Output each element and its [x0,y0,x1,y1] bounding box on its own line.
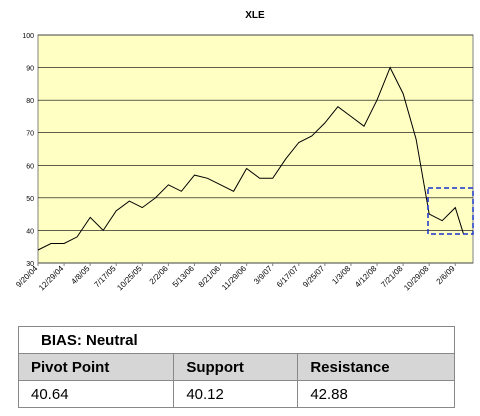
cell: 40.12 [173,380,299,408]
x-tick-label: 10/29/08 [402,264,431,293]
x-tick-label: 7/17/05 [92,264,118,290]
bias: BIAS: Neutral [18,326,455,354]
x-tick-label: 8/21/06 [197,264,223,290]
plot-area [37,34,474,264]
x-tick-label: 10/25/05 [115,264,144,293]
x-tick-label: 2/2/06 [148,264,170,286]
x-tick-label: 6/17/07 [275,264,301,290]
header: Support [173,353,299,381]
x-tick-label: 4/12/08 [353,264,379,290]
y-tick-label: 70 [26,131,34,138]
y-tick-label: 60 [26,163,34,170]
y-tick-label: 100 [22,33,34,40]
price-line [37,66,464,251]
x-tick-label: 7/21/08 [379,264,405,290]
y-tick-label: 90 [26,66,34,73]
y-tick-label: 40 [26,228,34,235]
y-tick-label: 80 [26,98,34,105]
x-tick-label: 2/6/09 [435,264,457,286]
cell: 40.64 [17,380,175,408]
y-tick-label: 30 [26,261,34,268]
x-tick-label: 12/29/04 [37,264,66,293]
pivot-table: BIAS: Neutral Pivot Point Support Resist… [17,326,455,408]
x-tick-label: 5/13/06 [171,264,197,290]
x-tick-label: 1/3/08 [330,264,352,286]
range-box [427,187,474,235]
y-tick-label: 50 [26,196,34,203]
x-tick-label: 4/8/05 [69,264,91,286]
x-tick-label: 9/25/07 [301,264,327,290]
cell: 42.88 [297,380,455,408]
x-tick-label: 3/9/07 [252,264,274,286]
x-tick-label: 11/29/06 [220,264,248,292]
header: Resistance [297,353,455,381]
chart-title: XLE [245,10,265,21]
header: Pivot Point [17,353,175,381]
